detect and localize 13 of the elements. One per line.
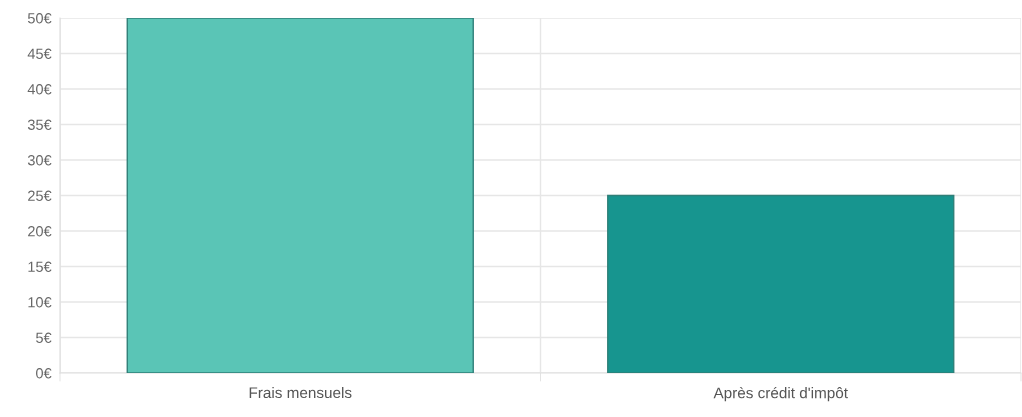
y-tick-label: 30€ [27, 155, 52, 166]
y-tick-label: 50€ [27, 13, 52, 24]
y-tick-label: 40€ [27, 84, 52, 95]
x-tick-label: Frais mensuels [249, 386, 352, 399]
y-tick-label: 5€ [36, 332, 52, 343]
y-tick-label: 10€ [28, 297, 52, 308]
y-tick-label: 25€ [28, 190, 52, 201]
y-tick-label: 0€ [36, 368, 52, 379]
y-tick-label: 20€ [28, 226, 52, 237]
y-tick-label: 45€ [27, 48, 52, 59]
x-tick-label: Après crédit d'impôt [713, 386, 848, 402]
y-tick-label: 15€ [28, 261, 52, 272]
y-tick-label: 35€ [27, 119, 52, 130]
